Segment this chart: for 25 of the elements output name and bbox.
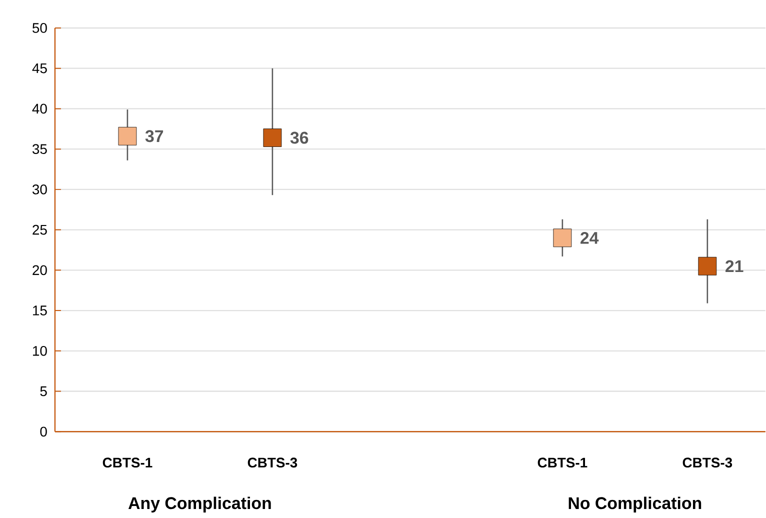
point [118, 127, 137, 146]
y-tick-label: 10 [33, 346, 47, 356]
y-tick-label: 20 [32, 265, 47, 276]
point [553, 228, 572, 248]
x-tick-label: CBTS-3 [248, 458, 298, 468]
y-tick-label: 30 [32, 184, 47, 195]
point [698, 257, 717, 276]
x-tick-label: CBTS-1 [538, 458, 588, 468]
data-label: 24 [580, 232, 599, 244]
data-label: 37 [145, 130, 164, 142]
x-tick-label: CBTS-3 [682, 458, 732, 468]
y-tick-label: 5 [40, 386, 47, 396]
y-tick-label: 45 [32, 64, 47, 74]
data-label: 21 [726, 260, 744, 272]
text: No Complication [568, 496, 702, 513]
x-tick-label: CBTS-1 [102, 458, 152, 468]
point [263, 128, 282, 148]
y-tick-label: 15 [33, 306, 47, 316]
y-tick-label: 25 [32, 225, 47, 235]
y-tick-label: 35 [32, 144, 47, 154]
text: Any Complication [128, 496, 271, 513]
y-tick-label: 40 [32, 104, 47, 114]
data-label: 36 [290, 132, 308, 144]
y-tick-label: 0 [40, 426, 47, 437]
y-tick-label: 50 [32, 23, 47, 34]
